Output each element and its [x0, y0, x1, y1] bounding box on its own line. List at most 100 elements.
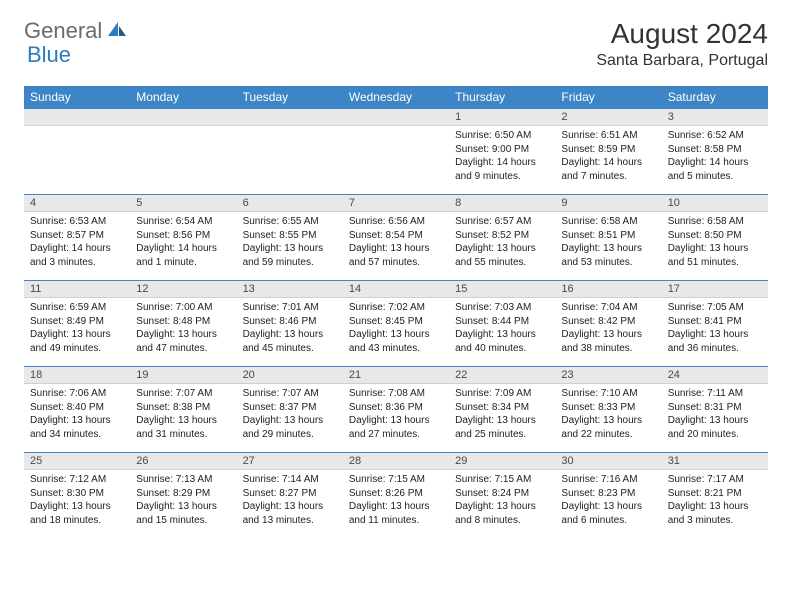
logo-text-general: General [24, 18, 102, 44]
day-cell: 16Sunrise: 7:04 AMSunset: 8:42 PMDayligh… [555, 281, 661, 367]
day-number: 12 [130, 281, 236, 298]
day-cell [343, 109, 449, 195]
day-cell [130, 109, 236, 195]
day-number: 25 [24, 453, 130, 470]
day-content: Sunrise: 6:54 AMSunset: 8:56 PMDaylight:… [130, 212, 236, 272]
weekday-header: Monday [130, 86, 236, 109]
day-content: Sunrise: 7:16 AMSunset: 8:23 PMDaylight:… [555, 470, 661, 530]
day-number: 3 [662, 109, 768, 126]
day-cell: 24Sunrise: 7:11 AMSunset: 8:31 PMDayligh… [662, 367, 768, 453]
day-cell: 23Sunrise: 7:10 AMSunset: 8:33 PMDayligh… [555, 367, 661, 453]
header: General August 2024 Santa Barbara, Portu… [0, 0, 792, 78]
week-row: 4Sunrise: 6:53 AMSunset: 8:57 PMDaylight… [24, 195, 768, 281]
day-content: Sunrise: 6:58 AMSunset: 8:51 PMDaylight:… [555, 212, 661, 272]
day-number [343, 109, 449, 126]
day-content: Sunrise: 6:55 AMSunset: 8:55 PMDaylight:… [237, 212, 343, 272]
day-content: Sunrise: 7:07 AMSunset: 8:37 PMDaylight:… [237, 384, 343, 444]
weekday-header: Wednesday [343, 86, 449, 109]
day-number: 28 [343, 453, 449, 470]
day-number [24, 109, 130, 126]
day-number: 4 [24, 195, 130, 212]
day-cell: 30Sunrise: 7:16 AMSunset: 8:23 PMDayligh… [555, 453, 661, 539]
day-content: Sunrise: 7:09 AMSunset: 8:34 PMDaylight:… [449, 384, 555, 444]
weekday-header: Tuesday [237, 86, 343, 109]
week-row: 18Sunrise: 7:06 AMSunset: 8:40 PMDayligh… [24, 367, 768, 453]
day-cell: 6Sunrise: 6:55 AMSunset: 8:55 PMDaylight… [237, 195, 343, 281]
day-cell: 14Sunrise: 7:02 AMSunset: 8:45 PMDayligh… [343, 281, 449, 367]
day-cell: 18Sunrise: 7:06 AMSunset: 8:40 PMDayligh… [24, 367, 130, 453]
day-content: Sunrise: 6:59 AMSunset: 8:49 PMDaylight:… [24, 298, 130, 358]
day-number: 8 [449, 195, 555, 212]
calendar-body: 1Sunrise: 6:50 AMSunset: 9:00 PMDaylight… [24, 109, 768, 539]
day-content: Sunrise: 7:01 AMSunset: 8:46 PMDaylight:… [237, 298, 343, 358]
day-cell: 13Sunrise: 7:01 AMSunset: 8:46 PMDayligh… [237, 281, 343, 367]
day-content: Sunrise: 6:50 AMSunset: 9:00 PMDaylight:… [449, 126, 555, 186]
day-number: 16 [555, 281, 661, 298]
day-cell: 20Sunrise: 7:07 AMSunset: 8:37 PMDayligh… [237, 367, 343, 453]
day-number: 13 [237, 281, 343, 298]
day-content: Sunrise: 7:15 AMSunset: 8:24 PMDaylight:… [449, 470, 555, 530]
location: Santa Barbara, Portugal [596, 52, 768, 70]
day-cell: 17Sunrise: 7:05 AMSunset: 8:41 PMDayligh… [662, 281, 768, 367]
day-content: Sunrise: 6:57 AMSunset: 8:52 PMDaylight:… [449, 212, 555, 272]
day-cell: 8Sunrise: 6:57 AMSunset: 8:52 PMDaylight… [449, 195, 555, 281]
day-number: 10 [662, 195, 768, 212]
day-number: 31 [662, 453, 768, 470]
day-content: Sunrise: 7:05 AMSunset: 8:41 PMDaylight:… [662, 298, 768, 358]
day-content: Sunrise: 7:15 AMSunset: 8:26 PMDaylight:… [343, 470, 449, 530]
day-content: Sunrise: 7:12 AMSunset: 8:30 PMDaylight:… [24, 470, 130, 530]
day-number: 6 [237, 195, 343, 212]
day-content: Sunrise: 7:10 AMSunset: 8:33 PMDaylight:… [555, 384, 661, 444]
day-number: 7 [343, 195, 449, 212]
day-number: 5 [130, 195, 236, 212]
weekday-header: Saturday [662, 86, 768, 109]
day-cell: 9Sunrise: 6:58 AMSunset: 8:51 PMDaylight… [555, 195, 661, 281]
calendar-head: SundayMondayTuesdayWednesdayThursdayFrid… [24, 86, 768, 109]
day-cell: 1Sunrise: 6:50 AMSunset: 9:00 PMDaylight… [449, 109, 555, 195]
title-block: August 2024 Santa Barbara, Portugal [596, 18, 768, 70]
day-cell: 12Sunrise: 7:00 AMSunset: 8:48 PMDayligh… [130, 281, 236, 367]
weekday-header: Sunday [24, 86, 130, 109]
day-cell [24, 109, 130, 195]
calendar-table: SundayMondayTuesdayWednesdayThursdayFrid… [24, 86, 768, 539]
day-number: 9 [555, 195, 661, 212]
month-title: August 2024 [596, 18, 768, 50]
day-content: Sunrise: 6:52 AMSunset: 8:58 PMDaylight:… [662, 126, 768, 186]
week-row: 11Sunrise: 6:59 AMSunset: 8:49 PMDayligh… [24, 281, 768, 367]
weekday-row: SundayMondayTuesdayWednesdayThursdayFrid… [24, 86, 768, 109]
day-number [237, 109, 343, 126]
day-content: Sunrise: 6:58 AMSunset: 8:50 PMDaylight:… [662, 212, 768, 272]
day-content: Sunrise: 7:17 AMSunset: 8:21 PMDaylight:… [662, 470, 768, 530]
day-cell: 15Sunrise: 7:03 AMSunset: 8:44 PMDayligh… [449, 281, 555, 367]
day-cell: 2Sunrise: 6:51 AMSunset: 8:59 PMDaylight… [555, 109, 661, 195]
day-number: 11 [24, 281, 130, 298]
day-cell: 11Sunrise: 6:59 AMSunset: 8:49 PMDayligh… [24, 281, 130, 367]
day-cell: 28Sunrise: 7:15 AMSunset: 8:26 PMDayligh… [343, 453, 449, 539]
day-number: 20 [237, 367, 343, 384]
day-number: 29 [449, 453, 555, 470]
day-cell [237, 109, 343, 195]
day-number: 22 [449, 367, 555, 384]
day-content: Sunrise: 6:51 AMSunset: 8:59 PMDaylight:… [555, 126, 661, 186]
day-cell: 7Sunrise: 6:56 AMSunset: 8:54 PMDaylight… [343, 195, 449, 281]
day-number: 26 [130, 453, 236, 470]
logo: General [24, 18, 130, 44]
day-number: 19 [130, 367, 236, 384]
day-cell: 27Sunrise: 7:14 AMSunset: 8:27 PMDayligh… [237, 453, 343, 539]
day-number: 2 [555, 109, 661, 126]
day-content: Sunrise: 7:08 AMSunset: 8:36 PMDaylight:… [343, 384, 449, 444]
day-number: 18 [24, 367, 130, 384]
day-content: Sunrise: 7:13 AMSunset: 8:29 PMDaylight:… [130, 470, 236, 530]
day-number: 30 [555, 453, 661, 470]
day-content: Sunrise: 7:11 AMSunset: 8:31 PMDaylight:… [662, 384, 768, 444]
day-cell: 21Sunrise: 7:08 AMSunset: 8:36 PMDayligh… [343, 367, 449, 453]
week-row: 25Sunrise: 7:12 AMSunset: 8:30 PMDayligh… [24, 453, 768, 539]
day-cell: 22Sunrise: 7:09 AMSunset: 8:34 PMDayligh… [449, 367, 555, 453]
day-cell: 25Sunrise: 7:12 AMSunset: 8:30 PMDayligh… [24, 453, 130, 539]
day-content: Sunrise: 7:00 AMSunset: 8:48 PMDaylight:… [130, 298, 236, 358]
logo-text-blue: Blue [27, 42, 71, 67]
day-number [130, 109, 236, 126]
week-row: 1Sunrise: 6:50 AMSunset: 9:00 PMDaylight… [24, 109, 768, 195]
day-cell: 31Sunrise: 7:17 AMSunset: 8:21 PMDayligh… [662, 453, 768, 539]
day-cell: 19Sunrise: 7:07 AMSunset: 8:38 PMDayligh… [130, 367, 236, 453]
